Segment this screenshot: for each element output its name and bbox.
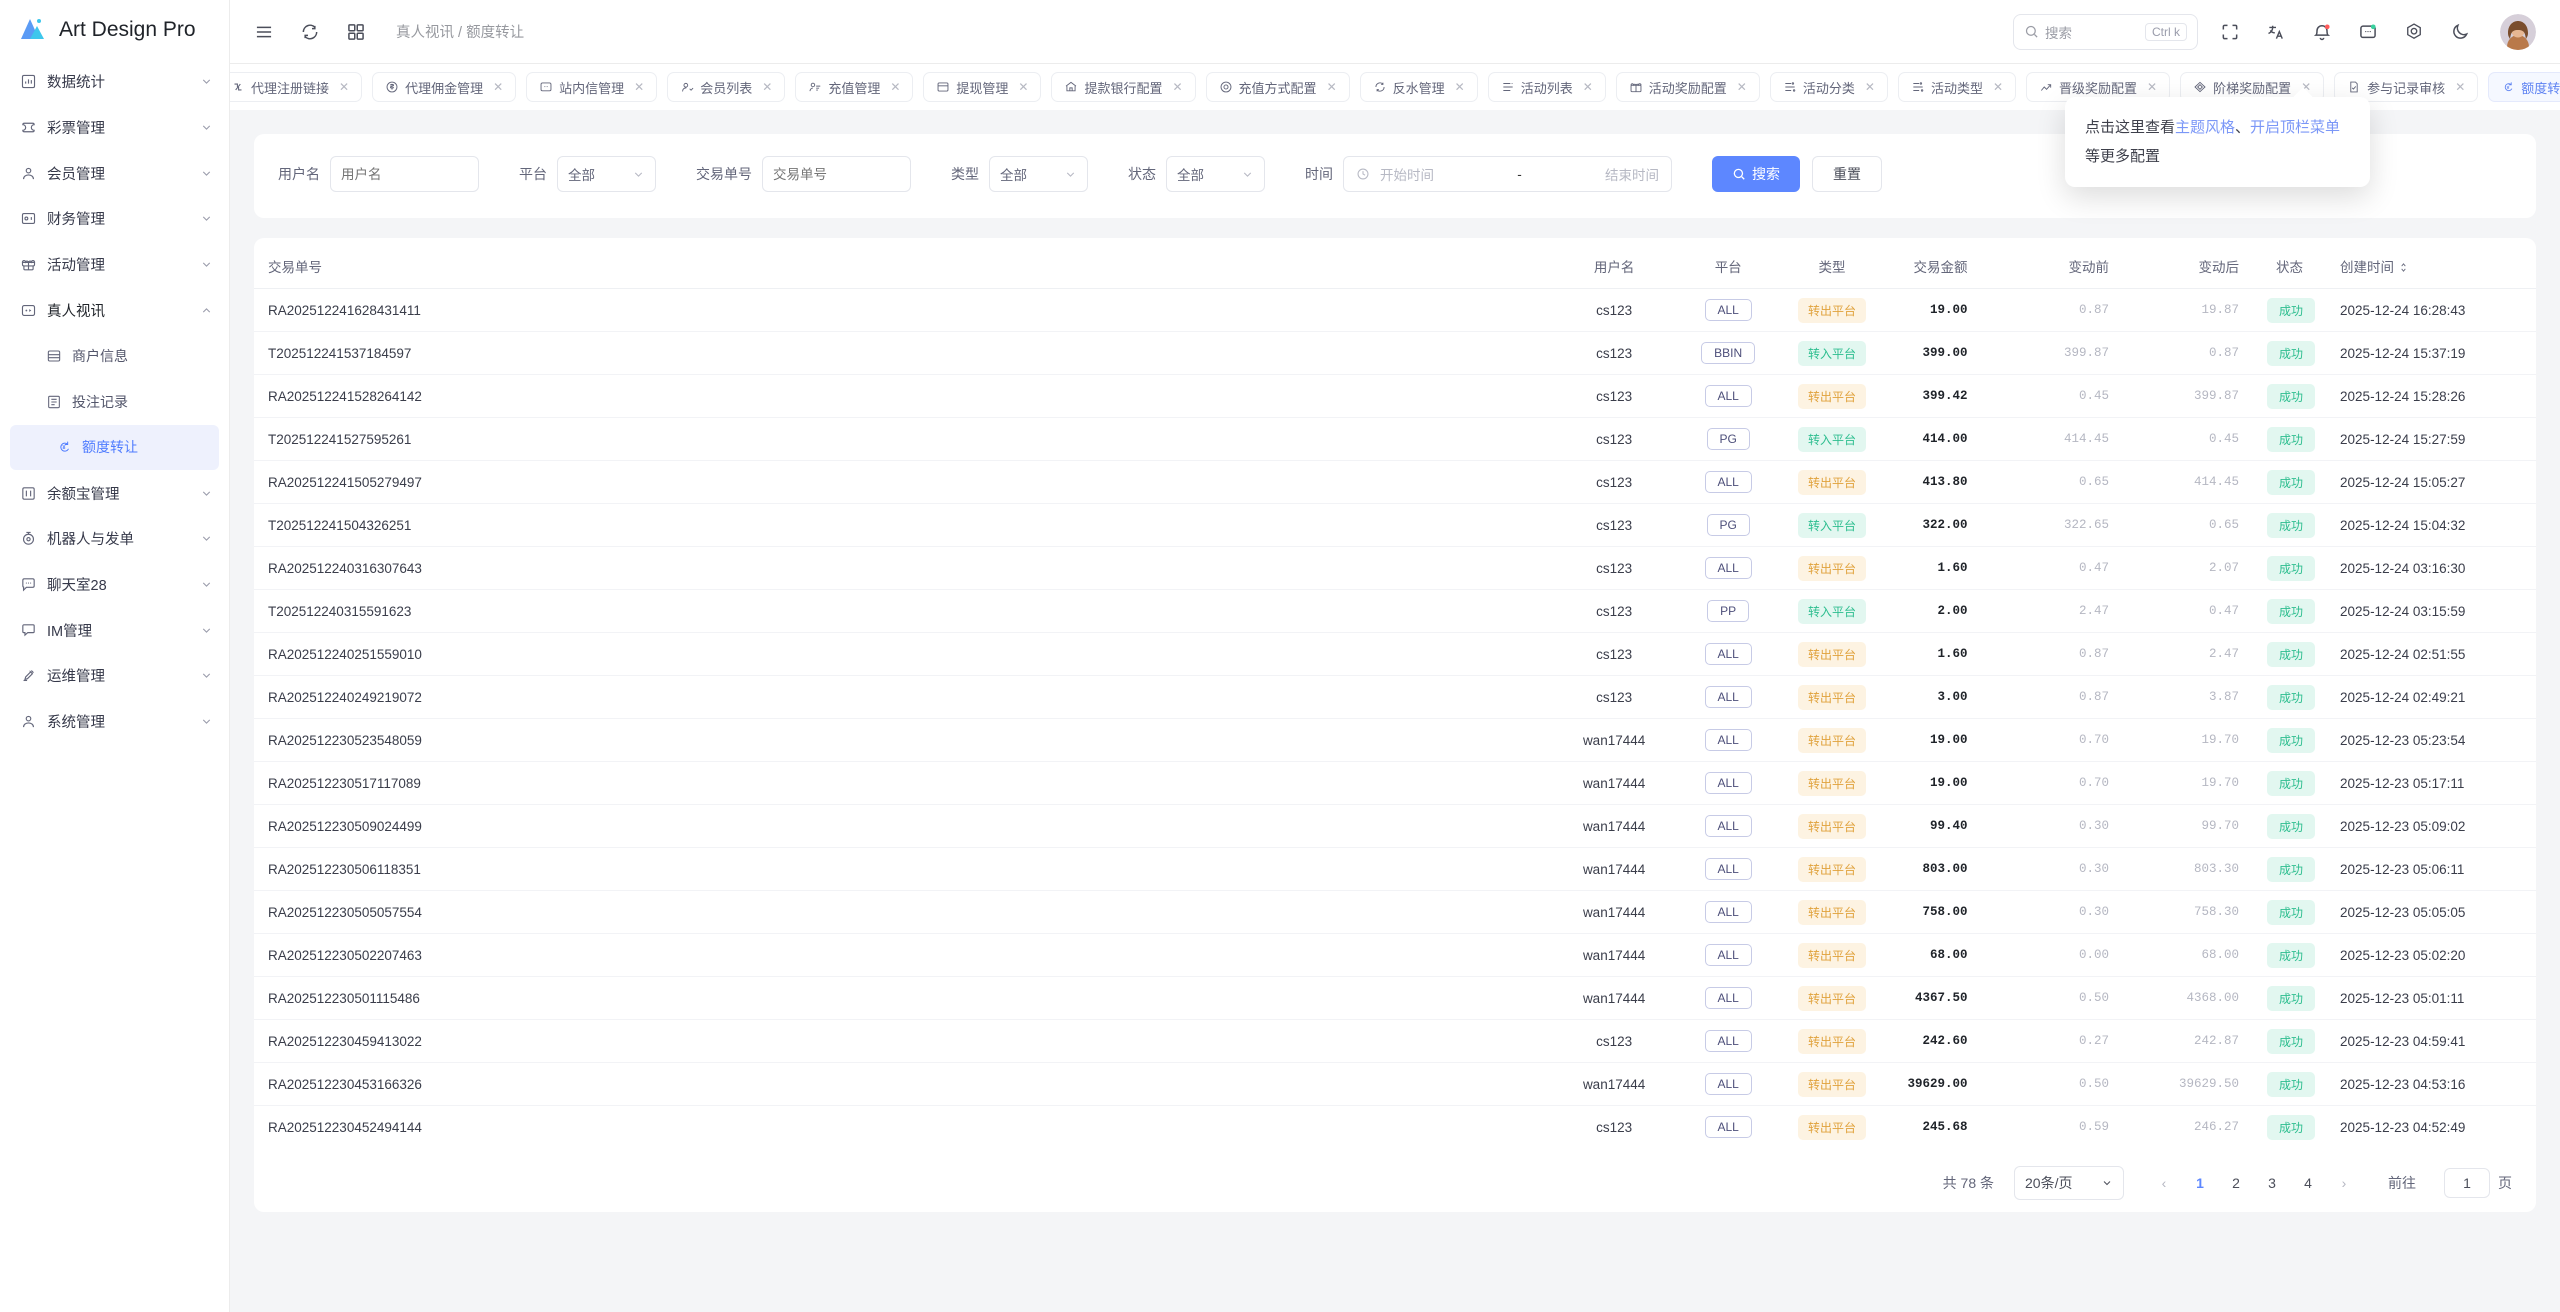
svg-text:¥: ¥ <box>2507 85 2510 91</box>
svg-text:¥: ¥ <box>62 446 66 452</box>
